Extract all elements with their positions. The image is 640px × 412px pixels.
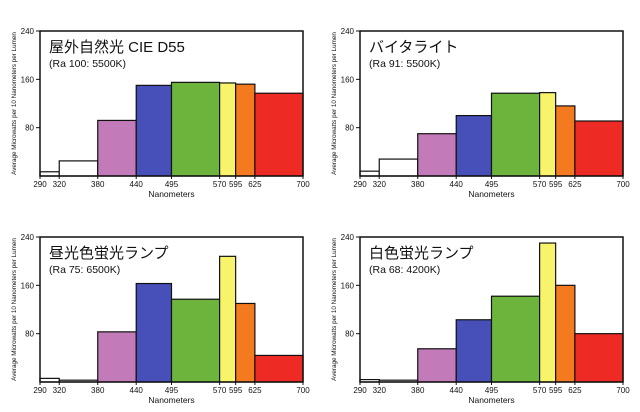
spectrum-bar — [219, 82, 237, 177]
x-axis-label: Nanometers — [148, 189, 194, 199]
x-tick-label: 625 — [248, 180, 262, 189]
spectrum-bar — [219, 255, 237, 383]
y-tick-label: 240 — [341, 27, 355, 36]
y-tick-label: 240 — [21, 233, 35, 242]
spectrum-bar — [254, 354, 304, 383]
y-tick-label: 80 — [25, 330, 34, 339]
chart-panel-white-fluorescent: 80 160 240 290 320 380 440 495 570 595 625 700 Nanom… — [331, 233, 630, 405]
x-tick-label: 290 — [353, 386, 367, 395]
spectrum-bar — [97, 331, 137, 383]
x-tick-label: 290 — [353, 180, 367, 189]
chart-panel-daylight-fluorescent: 80 160 240 290 320 380 440 495 570 595 625 700 Nanom… — [11, 233, 310, 405]
spectrum-bar — [539, 92, 557, 177]
x-tick-label: 570 — [213, 180, 227, 189]
x-tick-label: 495 — [165, 180, 179, 189]
spectrum-bar — [574, 333, 624, 383]
spectrum-bar — [378, 158, 419, 177]
x-tick-label: 290 — [33, 180, 47, 189]
chart-title: 屋外自然光 CIE D55 — [49, 39, 185, 56]
y-axis-label: Average Microwatts per 10 Nanometers per… — [11, 32, 18, 175]
y-tick-label: 160 — [21, 281, 35, 290]
x-tick-label: 570 — [533, 180, 547, 189]
x-axis-label: Nanometers — [148, 395, 194, 405]
x-tick-label: 570 — [533, 386, 547, 395]
x-tick-label: 320 — [373, 180, 387, 189]
x-tick-label: 700 — [616, 180, 630, 189]
x-tick-label: 320 — [53, 386, 67, 395]
y-tick-label: 80 — [25, 124, 34, 133]
spectrum-bar — [574, 120, 624, 177]
spectrum-bar — [490, 92, 541, 177]
x-tick-label: 380 — [411, 386, 425, 395]
x-tick-label: 595 — [549, 386, 563, 395]
spectrum-bar — [555, 105, 576, 177]
chart-subtitle: (Ra 75: 6500K) — [49, 264, 120, 276]
chart-subtitle: (Ra 91: 5500K) — [369, 58, 440, 70]
y-tick-label: 80 — [345, 124, 354, 133]
chart-panel-outdoor-daylight: 80 160 240 290 320 380 440 495 570 595 625 700 Nanom… — [11, 27, 310, 199]
spectrum-bar — [254, 92, 304, 177]
x-tick-label: 625 — [568, 180, 582, 189]
spectrum-bar — [135, 84, 173, 177]
x-tick-label: 380 — [411, 180, 425, 189]
x-tick-label: 440 — [130, 386, 144, 395]
spectrum-bar — [170, 298, 221, 383]
x-tick-label: 290 — [33, 386, 47, 395]
chart-panel-vitalite: 80 160 240 290 320 380 440 495 570 595 625 700 Nanom… — [331, 27, 630, 199]
x-tick-label: 440 — [130, 180, 144, 189]
y-tick-label: 80 — [345, 330, 354, 339]
chart-title: バイタライト — [369, 39, 458, 56]
spectrum-bar — [455, 114, 493, 177]
spectrum-bar — [235, 302, 256, 383]
spectrum-bar — [555, 284, 576, 383]
chart-subtitle: (Ra 68: 4200K) — [369, 264, 440, 276]
x-tick-label: 320 — [373, 386, 387, 395]
x-tick-label: 440 — [450, 386, 464, 395]
y-tick-label: 240 — [21, 27, 35, 36]
x-tick-label: 380 — [91, 386, 105, 395]
spectrum-bar — [490, 295, 541, 383]
spectrum-bar — [58, 160, 99, 177]
x-tick-label: 570 — [213, 386, 227, 395]
spectrum-bar — [539, 242, 557, 383]
y-axis-label: Average Microwatts per 10 Nanometers per… — [331, 238, 338, 381]
y-tick-label: 240 — [341, 233, 355, 242]
x-tick-label: 700 — [616, 386, 630, 395]
x-tick-label: 700 — [296, 386, 310, 395]
chart-title: 昼光色蛍光ランプ — [49, 245, 169, 262]
x-tick-label: 320 — [53, 180, 67, 189]
chart-subtitle: (Ra 100: 5500K) — [49, 58, 126, 70]
y-axis-label: Average Microwatts per 10 Nanometers per… — [331, 32, 338, 175]
x-axis-label: Nanometers — [468, 189, 514, 199]
y-axis-label: Average Microwatts per 10 Nanometers per… — [11, 238, 18, 381]
spectrum-bar — [235, 83, 256, 177]
x-tick-label: 495 — [485, 180, 499, 189]
x-tick-label: 595 — [229, 180, 243, 189]
spectrum-bar — [417, 348, 457, 383]
x-tick-label: 495 — [165, 386, 179, 395]
spectrum-bar — [455, 319, 493, 383]
spectrum-bar — [170, 81, 221, 177]
x-tick-label: 595 — [549, 180, 563, 189]
x-axis-label: Nanometers — [468, 395, 514, 405]
spectrum-bar — [417, 133, 457, 177]
spectrum-bar — [135, 282, 173, 383]
x-tick-label: 625 — [248, 386, 262, 395]
x-tick-label: 595 — [229, 386, 243, 395]
y-tick-label: 160 — [21, 75, 35, 84]
x-tick-label: 700 — [296, 180, 310, 189]
x-tick-label: 495 — [485, 386, 499, 395]
x-tick-label: 440 — [450, 180, 464, 189]
spectrum-bar — [97, 119, 137, 177]
x-tick-label: 625 — [568, 386, 582, 395]
y-tick-label: 160 — [341, 75, 355, 84]
x-tick-label: 380 — [91, 180, 105, 189]
chart-title: 白色蛍光ランプ — [369, 245, 474, 262]
y-tick-label: 160 — [341, 281, 355, 290]
